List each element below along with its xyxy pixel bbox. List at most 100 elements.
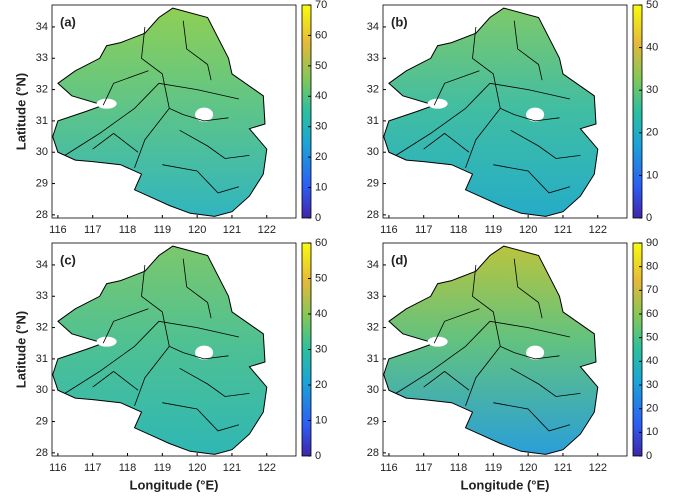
x-tick-label: 122	[589, 462, 607, 474]
boundary	[510, 129, 581, 159]
x-tick-label: 118	[119, 224, 137, 236]
colorbar-tick-label: 30	[646, 84, 658, 96]
x-axis-label: Longitude (°E)	[461, 477, 550, 492]
y-tick-label: 32	[36, 83, 48, 95]
y-tick-label: 32	[36, 321, 48, 333]
colorbar-tick-label: 0	[646, 450, 652, 462]
colorbar	[301, 4, 312, 219]
colorbar	[632, 242, 643, 457]
boundary	[465, 346, 501, 407]
y-tick-label: 34	[367, 21, 379, 33]
x-tick-label: 116	[380, 224, 398, 236]
lake	[427, 98, 448, 109]
colorbar-tick-label: 70	[646, 284, 658, 296]
colorbar-tick-label: 60	[315, 237, 327, 249]
colorbar-tick-label: 30	[315, 343, 327, 355]
colorbar-tick-label: 40	[315, 308, 327, 320]
y-tick-label: 33	[36, 290, 48, 302]
lake	[195, 345, 214, 360]
region	[383, 7, 599, 217]
map-panel: (c) 116 117 118 119 120 121 122 28 29 30 31 32 33 34 La…	[13, 237, 327, 493]
y-tick-label: 28	[36, 209, 48, 221]
boundary	[433, 308, 480, 344]
colorbar-tick-label: 0	[315, 450, 321, 462]
panel-label: (d)	[391, 252, 408, 267]
colorbar-tick-label: 90	[646, 237, 658, 249]
colorbar-tick-label: 50	[315, 60, 327, 72]
y-tick-label: 32	[367, 83, 379, 95]
lake	[526, 107, 545, 122]
y-tick-label: 33	[367, 52, 379, 64]
x-tick-label: 119	[485, 462, 503, 474]
map-panel: (b) 116 117 118 119 120 121 122 28 29 30 31 32 33 34 0 1…	[367, 0, 659, 236]
boundary	[179, 129, 250, 159]
lake	[526, 345, 545, 360]
y-tick-label: 30	[36, 384, 48, 396]
boundary	[92, 132, 139, 153]
y-axis-label: Latitude (°N)	[13, 311, 28, 388]
colorbar-tick-label: 50	[646, 0, 658, 11]
x-tick-label: 120	[519, 462, 537, 474]
lake	[96, 98, 117, 109]
x-tick-label: 122	[258, 224, 276, 236]
x-tick-label: 117	[415, 462, 433, 474]
colorbar-tick-label: 20	[315, 151, 327, 163]
boundary	[179, 367, 250, 397]
x-tick-label: 118	[450, 462, 468, 474]
x-tick-label: 118	[119, 462, 137, 474]
x-tick-label: 116	[49, 224, 67, 236]
lake	[96, 336, 117, 347]
y-tick-label: 28	[367, 209, 379, 221]
boundary	[182, 258, 212, 319]
y-tick-label: 29	[36, 177, 48, 189]
panel-label: (a)	[60, 14, 76, 29]
x-tick-label: 121	[223, 462, 241, 474]
x-tick-label: 121	[223, 224, 241, 236]
y-tick-label: 34	[367, 259, 379, 271]
colorbar-tick-label: 0	[315, 212, 321, 224]
colorbar-tick-label: 20	[315, 379, 327, 391]
boundary	[64, 82, 239, 156]
colorbar-tick-label: 50	[646, 332, 658, 344]
boundary	[423, 132, 470, 153]
colorbar-tick-label: 0	[646, 212, 652, 224]
colorbar-tick-label: 10	[315, 414, 327, 426]
boundary	[513, 20, 543, 81]
boundary	[134, 346, 170, 407]
boundary	[162, 164, 240, 194]
y-tick-label: 34	[36, 259, 48, 271]
x-tick-label: 117	[84, 224, 102, 236]
x-tick-label: 120	[188, 224, 206, 236]
colorbar-tick-label: 30	[646, 379, 658, 391]
boundary	[182, 20, 212, 81]
boundary	[493, 402, 571, 432]
x-tick-label: 118	[450, 224, 468, 236]
panel-label: (c)	[60, 252, 76, 267]
y-tick-label: 31	[367, 353, 379, 365]
y-tick-label: 34	[36, 21, 48, 33]
x-tick-label: 117	[84, 462, 102, 474]
y-tick-label: 30	[367, 146, 379, 158]
boundary	[510, 367, 581, 397]
colorbar-tick-label: 40	[646, 42, 658, 54]
panel-label: (b)	[391, 14, 408, 29]
y-tick-label: 31	[367, 115, 379, 127]
colorbar-tick-label: 60	[646, 308, 658, 320]
colorbar-tick-label: 20	[646, 127, 658, 139]
region	[52, 7, 268, 217]
x-axis-label: Longitude (°E)	[130, 477, 219, 492]
x-tick-label: 116	[49, 462, 67, 474]
colorbar-tick-label: 70	[315, 0, 327, 11]
boundary	[395, 82, 570, 156]
boundary	[395, 320, 570, 394]
x-tick-label: 117	[415, 224, 433, 236]
y-tick-label: 30	[36, 146, 48, 158]
x-tick-label: 120	[519, 224, 537, 236]
colorbar-tick-label: 30	[315, 121, 327, 133]
lake	[427, 336, 448, 347]
boundary	[162, 402, 240, 432]
y-tick-label: 29	[367, 415, 379, 427]
colorbar-tick-label: 40	[646, 355, 658, 367]
y-tick-label: 29	[367, 177, 379, 189]
